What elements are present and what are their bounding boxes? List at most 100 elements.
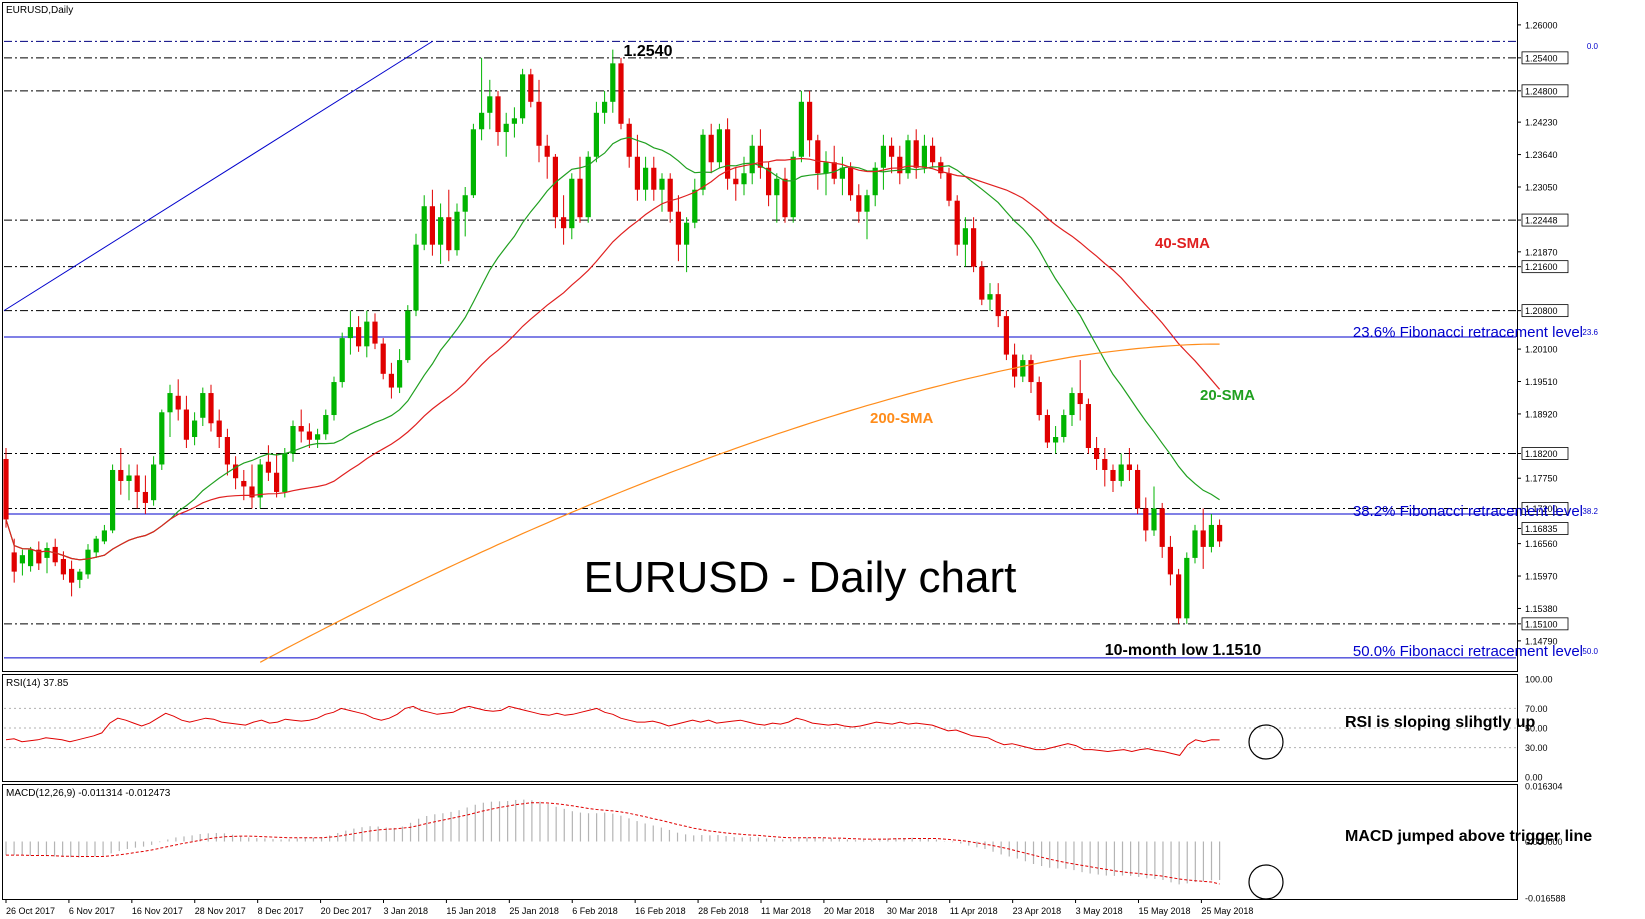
- candle-body: [1159, 508, 1165, 547]
- sma40-line: [5, 157, 1221, 561]
- candle-body: [323, 415, 329, 435]
- candle: [511, 107, 517, 138]
- candle: [347, 310, 353, 355]
- candle-body: [585, 156, 591, 218]
- x-tick-label: 11 Mar 2018: [761, 906, 811, 916]
- candle: [1143, 497, 1149, 542]
- candle-body: [1184, 557, 1190, 619]
- macd-tick-label: 0.016304: [1525, 782, 1563, 792]
- candle: [1151, 486, 1157, 536]
- candle-body: [782, 178, 788, 218]
- candle-body: [306, 431, 312, 440]
- candle-body: [134, 475, 140, 492]
- candle-body: [610, 63, 616, 102]
- candle: [569, 173, 575, 240]
- candle: [651, 156, 657, 201]
- candle-body: [659, 178, 665, 190]
- candle-body: [183, 409, 189, 440]
- candle-body: [282, 453, 288, 492]
- candle: [593, 101, 599, 163]
- candle-body: [142, 491, 148, 503]
- rsi-annotation: RSI is sloping slihgtly up: [1345, 714, 1535, 731]
- candle-body: [470, 129, 476, 196]
- candle-body: [315, 434, 321, 440]
- price-tick-label: 1.15380: [1525, 604, 1558, 614]
- price-tick-label: 1.25400: [1525, 53, 1558, 63]
- candle-body: [405, 310, 411, 361]
- price-tick-box: [1521, 51, 1569, 65]
- candle-body: [561, 217, 567, 229]
- candle-body: [249, 486, 255, 498]
- candle: [1118, 453, 1124, 487]
- candle: [930, 137, 936, 168]
- candle: [1028, 354, 1034, 394]
- price-tick-label: 1.14790: [1525, 636, 1558, 646]
- candle-body: [700, 134, 706, 190]
- candle-body: [716, 129, 722, 163]
- candle: [446, 189, 452, 262]
- candle-body: [766, 167, 772, 196]
- candle: [356, 316, 362, 352]
- candle: [1167, 535, 1173, 586]
- candle-body: [1143, 508, 1149, 531]
- candle: [282, 448, 288, 498]
- candle-body: [151, 464, 157, 501]
- candle: [413, 233, 419, 317]
- candle-body: [1118, 464, 1124, 481]
- x-tick-label: 15 May 2018: [1138, 906, 1190, 916]
- candle-body: [839, 167, 845, 179]
- candle-body: [807, 101, 813, 141]
- candle: [880, 134, 886, 190]
- candle: [1102, 448, 1108, 487]
- candle-body: [85, 549, 91, 575]
- rsi-tick-label: 30.00: [1525, 743, 1548, 753]
- candle-body: [1036, 382, 1042, 416]
- candle: [323, 409, 329, 440]
- candle-body: [979, 266, 985, 300]
- candle-body: [1126, 464, 1132, 470]
- sma20-line: [5, 136, 1220, 561]
- candle: [470, 123, 476, 198]
- candle: [126, 464, 132, 501]
- candle-body: [823, 162, 829, 174]
- x-tick-label: 3 Jan 2018: [383, 906, 428, 916]
- candle: [1085, 398, 1091, 454]
- candle: [1184, 552, 1190, 624]
- candle: [315, 428, 321, 448]
- candle: [700, 129, 706, 196]
- fib-500-label: 50.0% Fibonacci retracement level: [1353, 643, 1583, 660]
- fib-500-tag: 50.0: [1582, 647, 1598, 656]
- candle-body: [347, 327, 353, 339]
- candle: [962, 217, 968, 267]
- candle: [159, 409, 165, 470]
- x-tick-label: 3 May 2018: [1076, 906, 1123, 916]
- candle-body: [520, 74, 526, 119]
- candle-body: [175, 395, 181, 410]
- price-tick-label: 1.23640: [1525, 150, 1558, 160]
- price-tick-box: [1521, 502, 1569, 515]
- candle: [1003, 310, 1009, 361]
- candle-body: [733, 178, 739, 185]
- candle-body: [684, 222, 690, 245]
- candle-body: [421, 206, 427, 245]
- candle-body: [626, 123, 632, 157]
- candle-body: [356, 327, 362, 347]
- candle-body: [749, 145, 755, 174]
- candle-body: [897, 156, 903, 174]
- candle-body: [643, 167, 649, 190]
- candle: [1192, 524, 1198, 564]
- candle-body: [77, 571, 83, 580]
- price-tick-label: 1.26000: [1525, 20, 1558, 30]
- candle: [1061, 409, 1067, 443]
- price-tick-box: [1521, 522, 1569, 535]
- candle: [790, 151, 796, 223]
- candle-body: [233, 464, 239, 479]
- candle: [798, 90, 804, 163]
- x-tick-label: 20 Dec 2017: [321, 906, 372, 916]
- candle-body: [167, 393, 173, 413]
- candle-body: [889, 145, 895, 157]
- symbol-label: EURUSD,Daily: [6, 5, 73, 16]
- candle-body: [921, 145, 927, 168]
- candle: [421, 195, 427, 251]
- candle-body: [1102, 458, 1108, 470]
